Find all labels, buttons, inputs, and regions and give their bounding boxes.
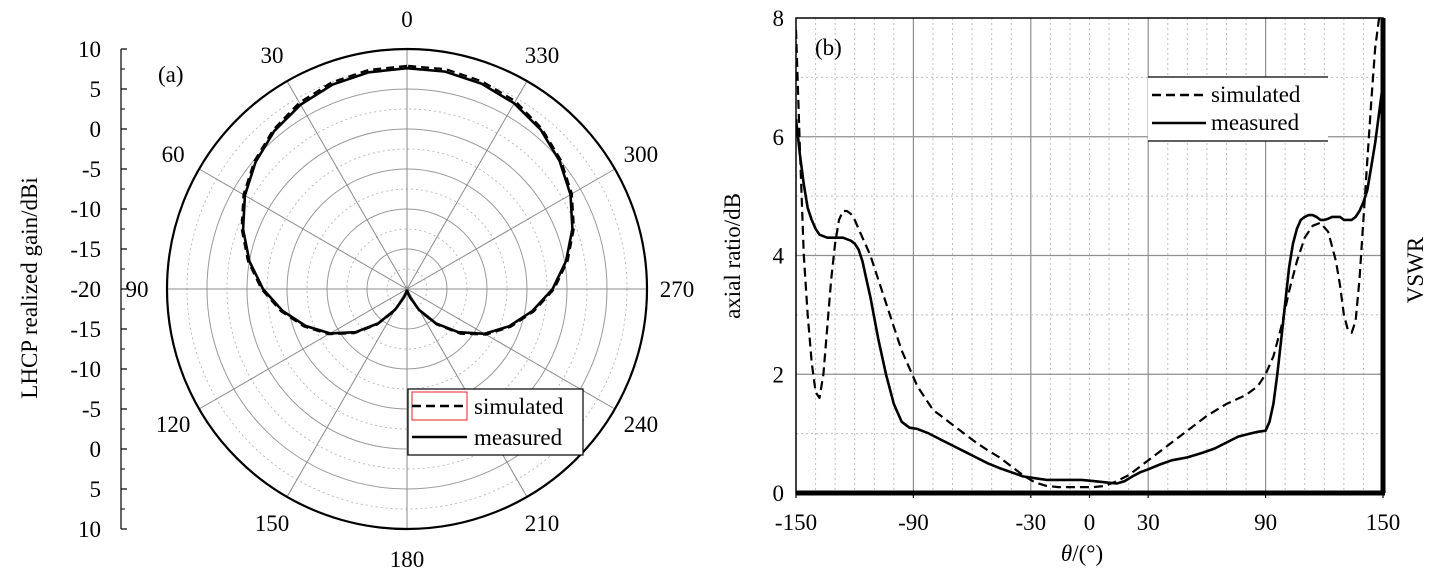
polar-angle-label: 330 <box>525 43 560 68</box>
line-chart-tick-labels: -150 -90 -30 0 30 90 150 0 2 4 6 8 <box>773 6 1401 535</box>
line-chart-legend: simulated measured <box>1148 76 1328 142</box>
polar-grid-spoke <box>286 288 408 498</box>
polar-grid-spoke <box>406 168 616 290</box>
y-axis-tick-label: 0 <box>773 481 785 506</box>
x-axis-label-unit: /(°) <box>1072 541 1103 566</box>
panel-label-a: (a) <box>158 62 184 87</box>
radial-axis-tick-label: 5 <box>90 477 102 502</box>
radial-axis-tick-label: -10 <box>70 357 101 382</box>
line-chart-right-axis-label: VSWR <box>1403 236 1428 303</box>
line-chart-legend-label-measured: measured <box>1211 110 1300 135</box>
polar-grid-spoke <box>198 168 408 290</box>
polar-angle-label: 0 <box>401 7 413 32</box>
x-axis-tick-label: -150 <box>775 510 817 535</box>
line-series-measured <box>796 83 1383 485</box>
polar-legend-label-measured: measured <box>474 425 563 450</box>
polar-angle-label: 120 <box>156 412 191 437</box>
polar-legend-label-simulated: simulated <box>474 394 564 419</box>
y-axis-tick-label: 4 <box>773 244 785 269</box>
polar-y-axis-label: LHCP realized gain/dBi <box>17 177 42 398</box>
radial-axis-tick-label: 10 <box>78 517 101 542</box>
line-chart-y-axis-label: axial ratio/dB <box>720 193 745 319</box>
radial-axis-tick-label: 0 <box>90 437 102 462</box>
radial-axis-tick-label: -5 <box>82 157 101 182</box>
polar-curves <box>240 64 576 336</box>
x-axis-label-symbol: θ <box>1061 541 1072 566</box>
line-series-simulated <box>796 18 1383 489</box>
panel-label-b: (b) <box>815 35 842 60</box>
radial-axis-tick-label: -15 <box>70 317 101 342</box>
polar-grid-spoke <box>406 80 528 290</box>
polar-angle-label: 90 <box>126 277 149 302</box>
line-chart-legend-label-simulated: simulated <box>1211 82 1301 107</box>
polar-angle-label: 210 <box>525 511 560 536</box>
polar-angle-label: 270 <box>660 277 695 302</box>
radial-axis-tick-label: 0 <box>90 117 102 142</box>
radial-axis-tick-label: -15 <box>70 237 101 262</box>
x-axis-tick-label: 30 <box>1137 510 1160 535</box>
polar-chart-panel: 0 30 60 90 120 150 180 210 240 270 300 330 10 5 0 -5 -1… <box>17 7 694 572</box>
x-axis-tick-label: 0 <box>1084 510 1096 535</box>
polar-grid <box>165 47 649 531</box>
y-axis-tick-label: 2 <box>773 362 785 387</box>
y-axis-tick-label: 6 <box>773 125 785 150</box>
radial-axis-tick-label: 5 <box>90 77 102 102</box>
polar-series-measured <box>241 66 574 336</box>
polar-angle-label: 30 <box>261 43 284 68</box>
line-chart-panel: -150 -90 -30 0 30 90 150 0 2 4 6 8 axial ratio/dB V… <box>720 6 1428 566</box>
y-axis-tick-label: 8 <box>773 6 785 31</box>
polar-grid-spoke <box>286 80 408 290</box>
polar-angle-label: 60 <box>162 142 185 167</box>
x-axis-tick-label: -90 <box>898 510 929 535</box>
line-chart-curves <box>796 18 1383 489</box>
polar-angle-label: 300 <box>624 142 659 167</box>
polar-radial-axis: 10 5 0 -5 -10 -15 -20 -15 -10 -5 0 5 10 <box>70 37 127 542</box>
radial-axis-tick-label: -10 <box>70 197 101 222</box>
polar-legend-box <box>407 388 584 456</box>
polar-angle-labels: 0 30 60 90 120 150 180 210 240 270 300 330 <box>126 7 695 572</box>
radial-axis-tick-label: 10 <box>78 37 101 62</box>
line-chart-grid <box>796 18 1383 493</box>
line-chart-x-axis-label: θ/(°) <box>1061 541 1103 566</box>
x-axis-tick-label: -30 <box>1015 510 1046 535</box>
polar-legend: simulated measured <box>407 388 584 456</box>
polar-grid-spoke <box>198 288 408 410</box>
radial-axis-tick-label: -5 <box>82 397 101 422</box>
x-axis-tick-label: 90 <box>1254 510 1277 535</box>
line-chart-legend-bg <box>1148 77 1328 141</box>
polar-angle-label: 150 <box>255 511 290 536</box>
polar-outer-ring <box>165 47 649 531</box>
polar-angle-label: 240 <box>624 412 659 437</box>
x-axis-tick-label: 150 <box>1366 510 1401 535</box>
radial-axis-tick-label: -20 <box>70 277 101 302</box>
polar-series-simulated <box>240 64 576 336</box>
polar-angle-label: 180 <box>390 547 425 572</box>
